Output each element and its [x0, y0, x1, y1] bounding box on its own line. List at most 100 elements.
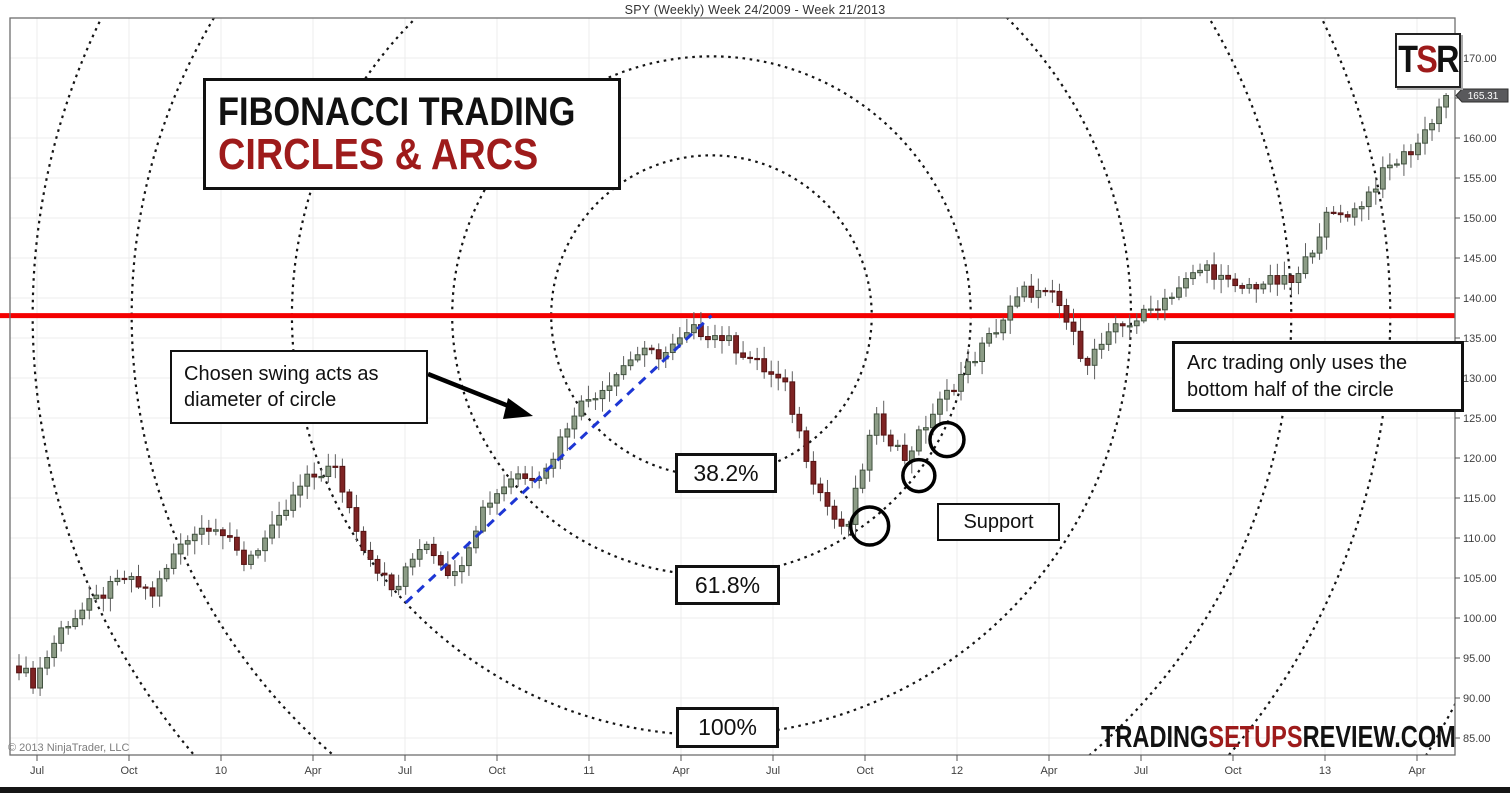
time-axis-label: 13 [1319, 765, 1331, 777]
candle-up [58, 627, 65, 644]
candle-up [1161, 297, 1168, 311]
time-axis-label: Oct [488, 765, 505, 777]
candle-down [1344, 214, 1351, 218]
candle-up [402, 566, 409, 587]
candle-up [613, 374, 620, 387]
candle-up [986, 333, 993, 344]
candle-down [838, 518, 845, 527]
candle-down [775, 373, 782, 379]
candle-up [641, 347, 648, 356]
candle-up [65, 625, 72, 629]
swing-line [404, 314, 713, 604]
candle-up [1365, 191, 1372, 208]
candle-up [1267, 275, 1274, 285]
candle-up [1000, 319, 1007, 334]
candle-down [1077, 330, 1084, 359]
candle-up [395, 585, 402, 591]
candle-down [1408, 151, 1414, 156]
candle-up [262, 537, 268, 552]
candle-down [121, 577, 128, 581]
candle-up [1358, 206, 1365, 210]
candle-down [901, 444, 908, 461]
candle-down [951, 389, 957, 393]
chart-header-title: SPY (Weekly) Week 24/2009 - Week 21/2013 [624, 3, 886, 17]
price-axis-label: 135.00 [1463, 333, 1497, 345]
time-axis-label: Jul [398, 765, 412, 777]
time-axis-label: Jul [30, 765, 44, 777]
candle-up [866, 434, 873, 471]
candle-up [712, 335, 718, 341]
candle-down [205, 527, 212, 532]
candle-up [690, 324, 697, 334]
candle-down [219, 529, 226, 537]
fib-level-label-382: 38.2% [675, 453, 777, 493]
candle-up [1035, 289, 1042, 298]
candle-down [227, 535, 233, 538]
candle-up [1112, 323, 1119, 333]
candle-up [1386, 164, 1393, 169]
candle-up [487, 502, 493, 508]
candle-up [318, 475, 325, 479]
candle-down [353, 507, 360, 532]
price-axis-label: 115.00 [1463, 493, 1496, 505]
support-touch-circle [901, 457, 937, 494]
candle-down [16, 665, 22, 674]
candle-up [852, 487, 859, 525]
candle-up [979, 342, 986, 363]
candle-up [1351, 208, 1358, 218]
candle-down [135, 576, 142, 588]
candle-up [578, 400, 585, 417]
candle-down [648, 347, 655, 351]
candle-down [1028, 285, 1035, 298]
logo-letter-t: T [1398, 39, 1418, 81]
watermark-review: REVIEW.COM [1302, 719, 1456, 754]
candle-down [1239, 285, 1246, 289]
site-watermark: TRADINGSETUPSREVIEW.COM [1101, 719, 1456, 755]
support-touch-circle [848, 505, 891, 547]
candle-up [1014, 296, 1021, 307]
candle-up [276, 514, 283, 526]
time-axis-label: Jul [766, 765, 780, 777]
candle-up [543, 467, 550, 479]
candle-up [23, 667, 29, 674]
candle-down [100, 594, 107, 599]
candle-up [922, 427, 929, 431]
candle-down [733, 335, 739, 354]
candle-down [1225, 274, 1232, 280]
candle-up [1218, 274, 1225, 280]
candle-up [937, 398, 943, 415]
candle-up [297, 485, 304, 496]
candle-up [1436, 106, 1442, 125]
candle-down [789, 381, 796, 415]
candle-down [831, 505, 838, 520]
candle-down [374, 558, 381, 574]
candle-down [1070, 321, 1077, 332]
candle-down [803, 430, 810, 462]
last-price-marker: 165.31 [1455, 88, 1509, 103]
candle-down [810, 460, 817, 485]
fib-level-label-618: 61.8% [675, 565, 780, 605]
candle-up [1091, 348, 1098, 366]
candle-up [1190, 272, 1196, 280]
time-axis-label: 11 [583, 765, 594, 777]
swing-annotation-line2: diameter of circle [184, 389, 337, 411]
candle-down [360, 530, 367, 551]
candle-up [72, 618, 79, 627]
candle-up [1007, 305, 1014, 321]
price-axis-label: 150.00 [1463, 213, 1497, 225]
candle-up [494, 493, 500, 504]
candle-down [747, 356, 754, 360]
candle-up [873, 413, 880, 436]
arc-annotation-line1: Arc trading only uses the [1187, 352, 1408, 375]
candle-down [1056, 290, 1063, 307]
fib-level-label-100: 100% [676, 707, 779, 748]
price-axis-label: 85.00 [1463, 733, 1491, 745]
candle-up [1415, 142, 1421, 156]
candle-up [1204, 264, 1210, 271]
candle-up [248, 554, 254, 565]
candle-down [782, 377, 789, 383]
candle-up [894, 444, 901, 448]
candle-up [1021, 285, 1028, 298]
